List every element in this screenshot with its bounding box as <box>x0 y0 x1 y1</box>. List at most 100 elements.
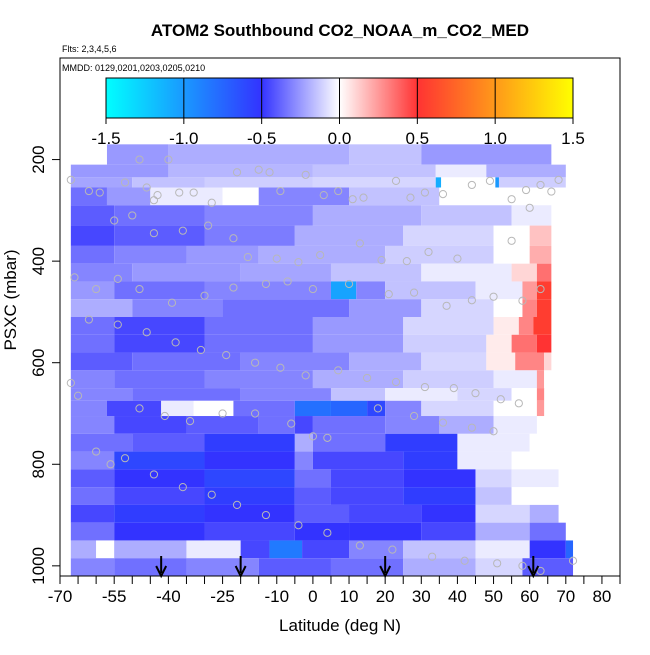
heatmap-cell <box>114 245 187 264</box>
heatmap-cell <box>302 540 350 559</box>
sample-point <box>70 273 79 282</box>
sample-point <box>467 180 476 190</box>
heatmap-cell <box>498 177 566 188</box>
heatmap-cell <box>70 299 133 317</box>
colorbar: -1.5 -1.0 -0.5 0.0 0.5 1.0 1.5 <box>91 77 585 148</box>
heatmap-cell <box>403 469 476 488</box>
sample-point <box>428 552 437 561</box>
heatmap-cell <box>294 451 313 470</box>
heatmap-cell <box>312 370 404 389</box>
heatmap-cell <box>222 187 259 206</box>
heatmap-cell <box>233 400 295 417</box>
sample-point <box>420 188 430 197</box>
heatmap-cell <box>421 144 552 165</box>
sample-point <box>149 470 159 479</box>
x-tick-label: 0 <box>308 587 317 606</box>
sample-point <box>66 175 75 184</box>
sample-point <box>507 195 516 204</box>
sample-point <box>110 216 119 225</box>
heatmap-cell <box>96 540 115 559</box>
sample-point <box>301 371 310 380</box>
sample-point <box>391 176 401 185</box>
x-tick-label: 40 <box>448 587 467 606</box>
heatmap-cell <box>441 177 496 188</box>
heatmap-cell <box>258 416 295 434</box>
sample-point <box>409 288 419 297</box>
heatmap-cell <box>475 504 530 523</box>
sample-point <box>196 345 206 355</box>
heatmap-cell <box>493 370 537 389</box>
heatmap-cell <box>222 299 350 317</box>
sample-point <box>518 296 527 305</box>
heatmap-cell <box>511 334 537 353</box>
sample-point <box>84 315 94 324</box>
heatmap-cell <box>70 400 107 417</box>
heatmap-cell <box>495 177 499 188</box>
heatmap-cell <box>294 225 404 246</box>
heatmap-cell <box>114 504 205 523</box>
sample-point <box>142 328 151 337</box>
sample-point <box>229 234 238 243</box>
colorbar-tick-label: -1.0 <box>169 129 198 148</box>
heatmap-cell <box>349 504 422 523</box>
heatmap-cell <box>511 388 537 401</box>
sample-point <box>185 417 195 426</box>
sample-point <box>261 510 271 520</box>
heatmap-cell <box>114 540 187 559</box>
heatmap-cell <box>529 433 552 452</box>
sample-point <box>438 418 448 427</box>
heatmap-cell <box>70 164 169 178</box>
x-tick-label: 20 <box>376 587 395 606</box>
heatmap-cell <box>385 245 494 264</box>
heatmap-cell <box>204 504 295 523</box>
sample-point <box>243 252 252 262</box>
heatmap-cell <box>204 469 295 488</box>
x-tick-label: 50 <box>484 587 503 606</box>
sample-point <box>362 373 372 383</box>
x-tick-label: -70 <box>48 587 73 606</box>
heatmap-cell <box>439 416 494 434</box>
heatmap-cell <box>204 334 313 353</box>
heatmap-cell <box>114 522 205 541</box>
heatmap-cell <box>168 144 350 165</box>
sample-point <box>229 283 238 292</box>
heatmap-cell <box>240 263 331 282</box>
heatmap-cell <box>330 281 357 300</box>
heatmap-cell <box>511 487 559 505</box>
sample-point <box>496 395 505 404</box>
heatmap-cell <box>486 352 516 371</box>
sample-point <box>547 187 556 196</box>
sample-point <box>467 296 476 305</box>
sample-point <box>95 188 104 197</box>
heatmap-cell <box>529 225 552 246</box>
heatmap-cell <box>70 205 115 226</box>
heatmap-cell <box>240 388 331 401</box>
heatmap-cell <box>403 334 487 353</box>
heatmap-cell <box>403 487 476 505</box>
heatmap-cell <box>536 400 545 417</box>
sample-point <box>120 178 130 187</box>
sample-point <box>175 188 184 197</box>
heatmap-cell <box>349 144 422 165</box>
sample-point <box>377 256 386 265</box>
sample-point <box>467 423 476 432</box>
sample-point <box>207 198 216 207</box>
sample-point <box>348 195 357 204</box>
heatmap-cell <box>186 416 259 434</box>
heatmap-cell <box>330 400 368 417</box>
heatmap-cell <box>312 334 404 353</box>
heatmap-cell <box>114 334 205 353</box>
heatmap-cell <box>544 370 552 389</box>
heatmap-cell <box>475 281 523 300</box>
heatmap-cell <box>356 281 386 300</box>
sample-point <box>308 432 318 441</box>
sample-point <box>308 284 318 294</box>
heatmap-cell <box>240 540 270 559</box>
heatmap-cell <box>132 299 223 317</box>
heatmap-cell <box>70 433 133 452</box>
heatmap-cell <box>204 522 295 541</box>
heatmap-cell <box>204 451 295 470</box>
heatmap-cell <box>486 334 512 353</box>
sample-point <box>493 559 502 568</box>
heatmap-cell <box>421 352 487 371</box>
